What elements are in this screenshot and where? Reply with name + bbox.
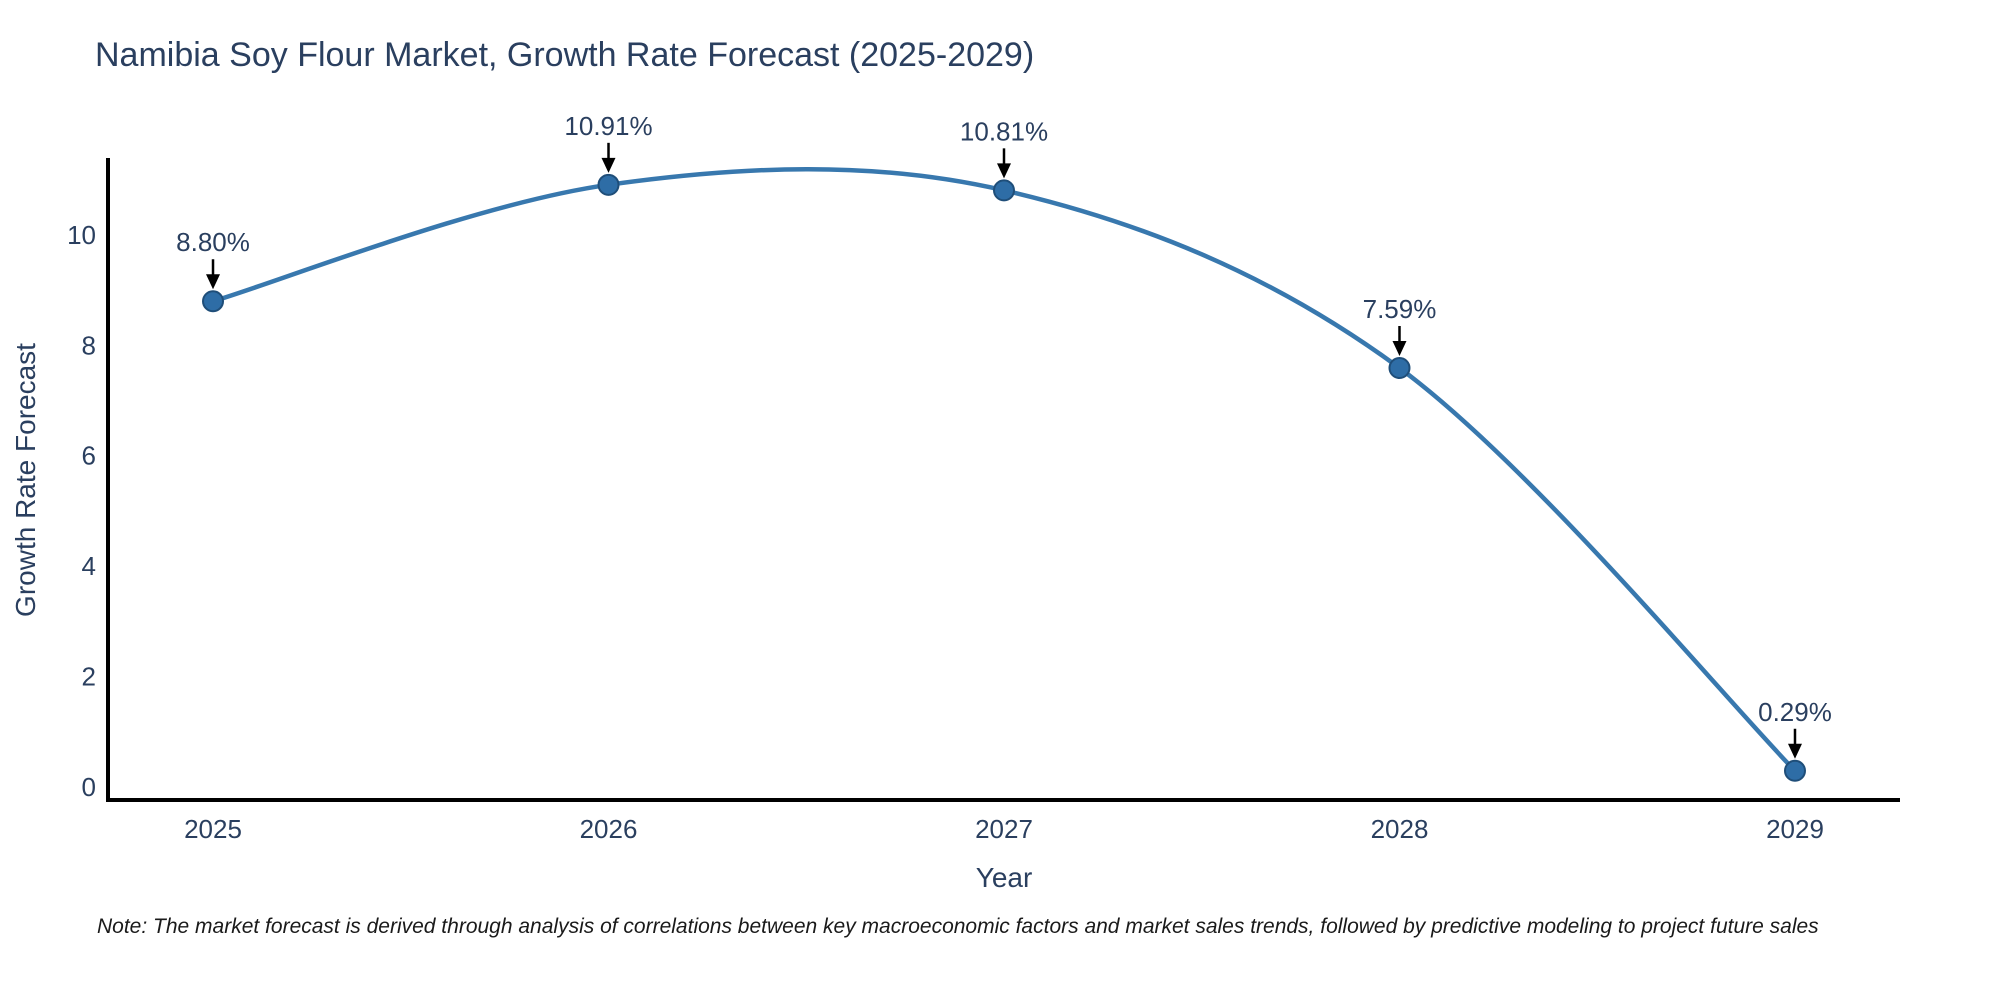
data-point-marker[interactable] bbox=[202, 290, 225, 313]
x-tick-label: 2028 bbox=[1371, 814, 1429, 844]
forecast-line bbox=[210, 166, 1798, 774]
chart-title: Namibia Soy Flour Market, Growth Rate Fo… bbox=[95, 36, 1035, 74]
x-tick-label: 2029 bbox=[1766, 814, 1824, 844]
annotation-label: 10.81% bbox=[960, 116, 1048, 146]
data-point-marker[interactable] bbox=[993, 179, 1015, 202]
annotation-label: 8.80% bbox=[176, 227, 250, 257]
y-tick-label: 10 bbox=[67, 220, 96, 250]
y-axis-title: Growth Rate Forecast bbox=[10, 343, 41, 617]
y-tick-label: 2 bbox=[82, 661, 96, 691]
x-tick-label: 2027 bbox=[975, 814, 1033, 844]
x-axis-title: Year bbox=[975, 862, 1033, 893]
x-tick-label: 2026 bbox=[580, 814, 638, 844]
y-tick-label: 6 bbox=[82, 441, 96, 471]
annotation-arrowhead bbox=[997, 163, 1011, 179]
annotation-arrowhead bbox=[1787, 743, 1802, 759]
y-tick-label: 4 bbox=[82, 551, 96, 581]
annotation-arrowhead bbox=[1392, 341, 1407, 356]
data-point-marker[interactable] bbox=[597, 173, 620, 196]
annotation-arrowhead bbox=[206, 274, 221, 290]
data-point-marker[interactable] bbox=[1783, 759, 1806, 782]
footnote: Note: The market forecast is derived thr… bbox=[97, 915, 1819, 938]
annotation-label: 10.91% bbox=[564, 111, 652, 141]
annotation-arrowhead bbox=[601, 157, 616, 173]
x-tick-label: 2025 bbox=[184, 814, 242, 844]
y-tick-label: 8 bbox=[82, 330, 96, 360]
y-tick-label: 0 bbox=[82, 772, 96, 802]
annotation-label: 7.59% bbox=[1363, 294, 1437, 324]
annotation-label: 0.29% bbox=[1758, 697, 1832, 727]
data-point-marker[interactable] bbox=[1388, 357, 1411, 379]
